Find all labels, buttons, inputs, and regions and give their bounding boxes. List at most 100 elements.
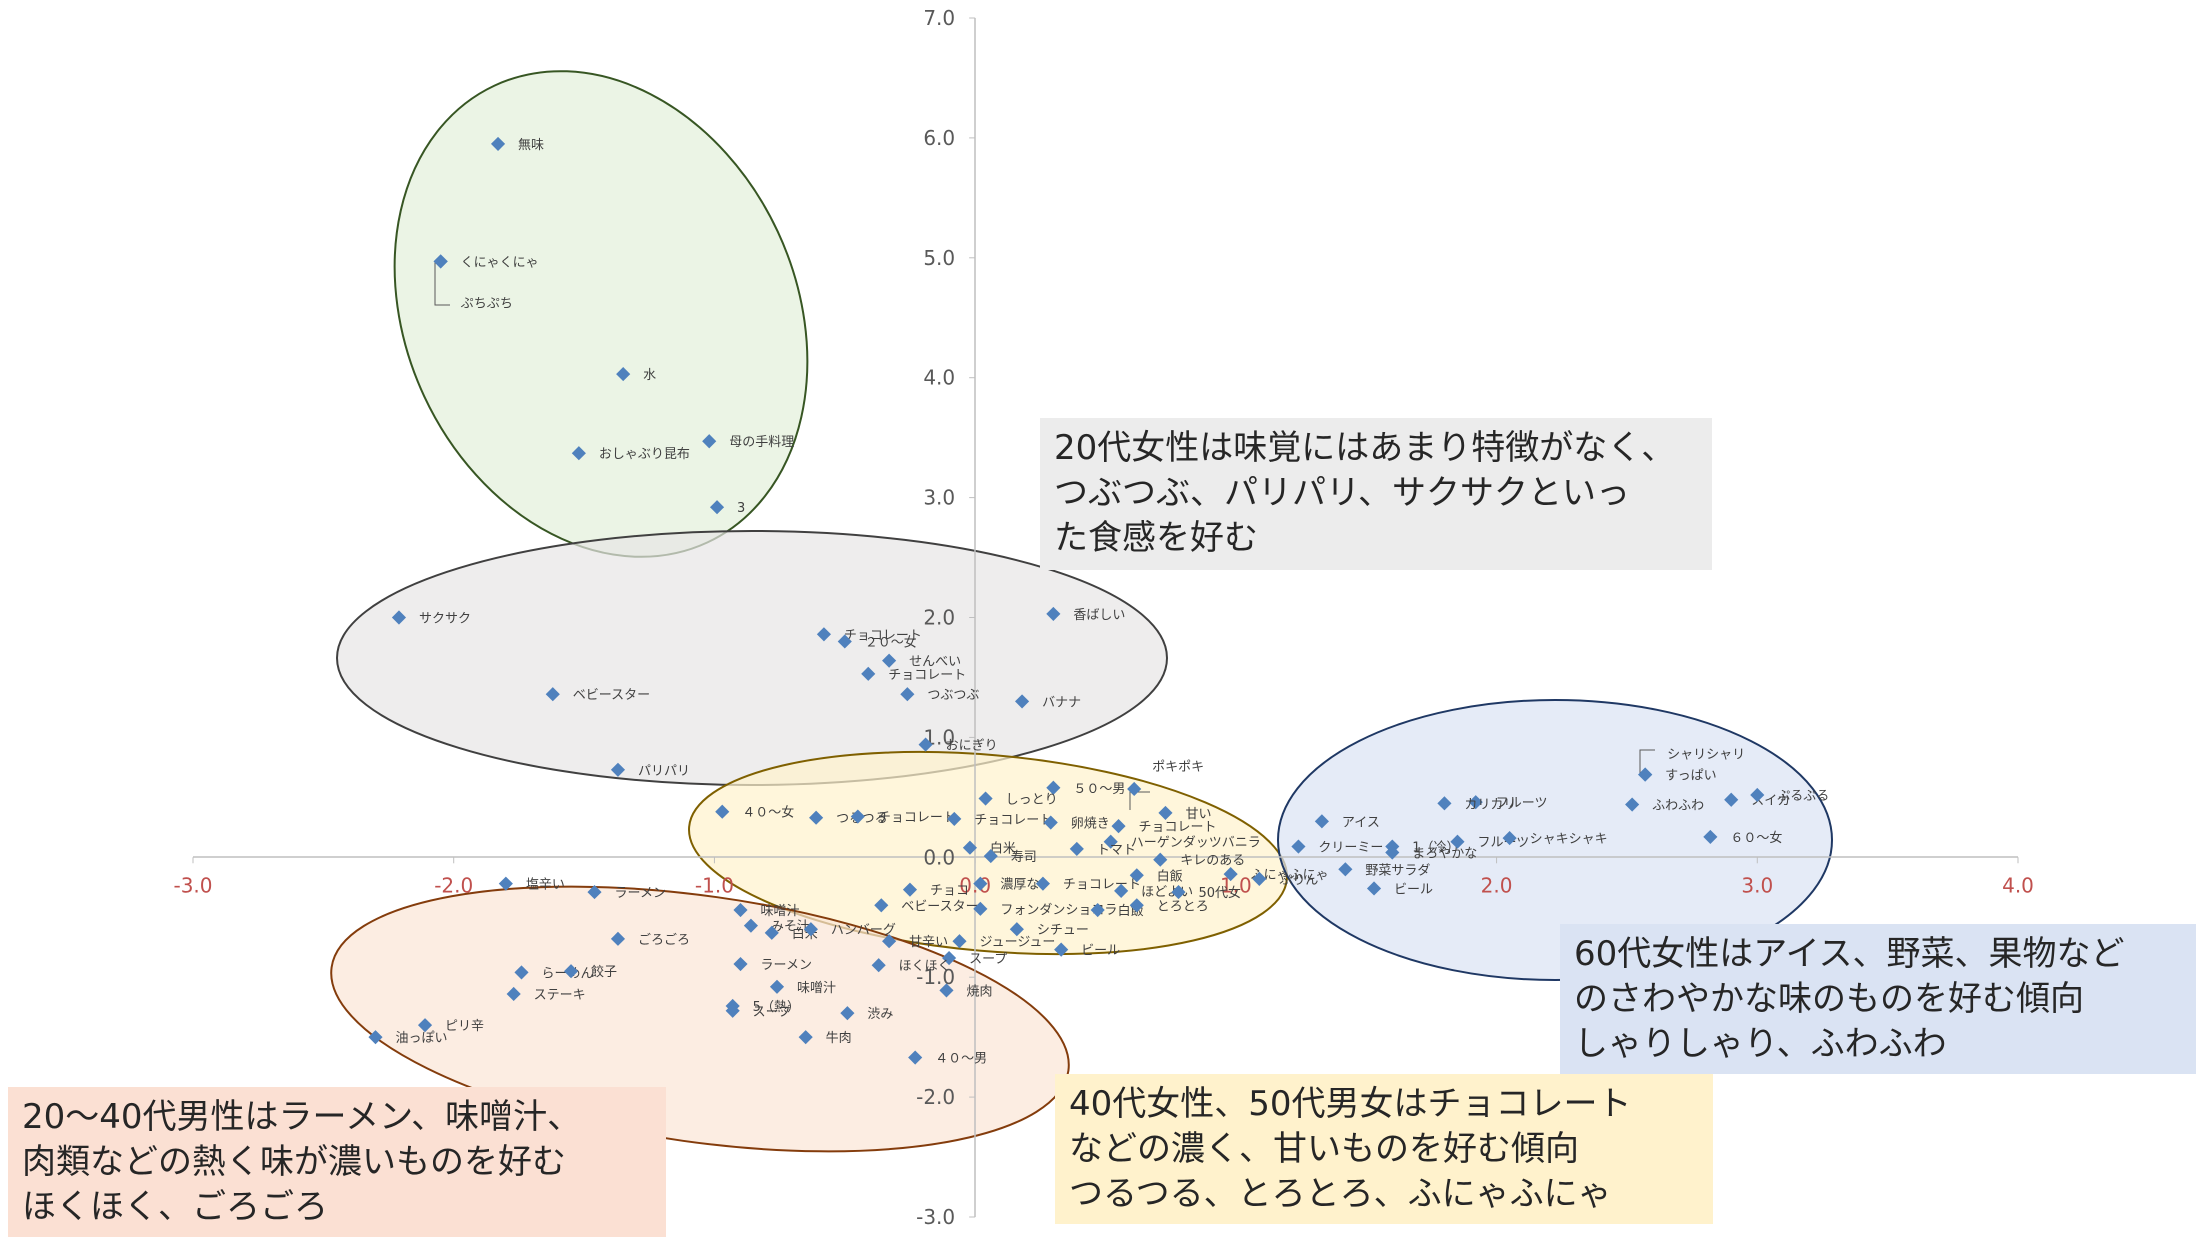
data-point: ビール: [1054, 942, 1120, 959]
y-tick-label: 7.0: [923, 6, 955, 30]
data-point: 卵焼き: [1043, 815, 1110, 832]
leader-line-pokipoki: [1129, 791, 1150, 810]
data-point: チョコレート: [850, 809, 956, 826]
data-point: 白米: [962, 840, 1016, 857]
data-point-marker: [1437, 796, 1452, 811]
data-point-marker: [874, 898, 889, 913]
data-point-label: しっとり: [1006, 793, 1058, 808]
data-point: ハンバーグ: [803, 922, 896, 938]
data-point: ごろごろ: [610, 931, 690, 948]
data-point: ぷるぷる: [1750, 787, 1829, 804]
note-women-40s-men-women-50s: 40代女性、50代男女はチョコレート などの濃く、甘いものを好む傾向 つるつる、…: [1055, 1074, 1713, 1224]
data-point-label: 水: [643, 368, 656, 383]
data-point-label: 白飯: [1157, 868, 1183, 884]
data-point-marker: [973, 876, 988, 891]
data-point: ぷちぷち: [433, 254, 513, 311]
data-point-marker: [837, 634, 852, 649]
data-point-marker: [1054, 942, 1069, 957]
data-point: トマト: [1069, 841, 1136, 858]
data-point-marker: [1114, 883, 1129, 898]
data-point-label: ポキポキ: [1152, 760, 1204, 775]
data-point: 白飯: [1129, 868, 1183, 884]
data-point-label: 塩辛い: [526, 878, 565, 893]
x-tick-label: 1.0: [1220, 873, 1252, 897]
data-point: パリパリ: [610, 762, 690, 779]
note-women-20s-line-1: 20代女性は味覚にはあまり特徴がなく、: [1054, 428, 1676, 468]
data-point-label: サクサク: [419, 612, 471, 627]
data-point-marker: [1450, 834, 1465, 849]
data-point-label: 50代女: [1199, 885, 1242, 901]
x-tick-label: -3.0: [173, 873, 212, 897]
data-point-label: 野菜サラダ: [1365, 863, 1430, 878]
data-point-label: チョコレート: [1063, 878, 1141, 893]
data-point: ２０～女: [837, 634, 917, 650]
data-point-label: ラーメン: [761, 958, 812, 973]
data-point: ４０～女: [715, 804, 794, 821]
data-point-marker: [1043, 815, 1058, 830]
note-women-20s-line-3: た食感を好む: [1054, 518, 1258, 558]
data-point-marker: [809, 810, 824, 825]
y-tick-label: -2.0: [916, 1085, 955, 1109]
note-men-20s-40s-line-2: 肉類などの熱く味が濃いものを好む: [22, 1142, 566, 1182]
data-point-marker: [973, 901, 988, 916]
data-point-marker: [514, 965, 529, 980]
data-point-label: 母の手料理: [729, 435, 794, 450]
y-tick-label: -1.0: [916, 965, 955, 989]
data-point-label: ほくほく: [899, 959, 951, 974]
data-point-label: シャキシャキ: [1530, 832, 1608, 847]
data-point: 甘辛い: [882, 934, 948, 950]
data-point-marker: [1502, 831, 1517, 846]
data-point: ４０～男: [908, 1050, 987, 1067]
note-men-20s-40s-line-3: ほくほく、ごろごろ: [22, 1187, 328, 1227]
y-tick-label: -3.0: [916, 1205, 955, 1229]
data-point: チョコレート: [1111, 819, 1217, 835]
y-tick-label: 4.0: [923, 366, 955, 390]
data-point-label: おしゃぶり昆布: [599, 447, 690, 462]
data-point: スープ: [725, 1003, 791, 1020]
data-point-label: フォンダンショコラ: [1000, 903, 1117, 918]
data-point-marker: [1046, 780, 1061, 795]
data-point: せんべい: [882, 653, 961, 670]
data-point-marker: [709, 500, 725, 515]
data-point-marker: [563, 964, 579, 979]
data-point: ラーメン: [733, 956, 812, 973]
data-point-label: 渋み: [867, 1007, 893, 1022]
cluster-ellipses: [330, 70, 1833, 1153]
data-point-marker: [1171, 884, 1186, 900]
data-point-label: まろやかな: [1412, 847, 1477, 862]
data-point-marker: [1724, 792, 1739, 807]
data-point: フルーツ: [1450, 834, 1529, 851]
x-tick-label: 3.0: [1741, 873, 1773, 897]
data-point-label: 味噌汁: [797, 981, 836, 996]
data-point: ふにゃふにゃ: [1223, 867, 1329, 883]
data-point: ポキポキ: [1127, 760, 1204, 797]
y-tick-label: 2.0: [923, 606, 955, 630]
data-point-marker: [1111, 819, 1126, 834]
data-point-marker: [587, 884, 602, 900]
data-point: ベビースター: [545, 687, 650, 703]
note-women-60s-line-2: のさわやかな味のものを好む傾向: [1574, 979, 2084, 1019]
data-point-marker: [861, 666, 876, 681]
data-point-label: スープ: [969, 952, 1007, 967]
data-point-label: チョコレート: [1139, 820, 1217, 835]
data-point: とろとろ: [1129, 898, 1209, 914]
data-point: まろやかな: [1385, 845, 1477, 862]
data-point-marker: [871, 958, 886, 973]
data-point-marker: [983, 849, 998, 864]
data-point-label: クリーミー: [1318, 841, 1383, 856]
data-point-label: 甘辛い: [909, 935, 948, 950]
leader-line-suppai: [1639, 749, 1655, 776]
data-point-label: ぷりん: [1279, 873, 1318, 888]
note-women-40s-men-women-50s-line-2: などの濃く、甘いものを好む傾向: [1069, 1129, 1579, 1169]
data-point-label: チョコレート: [974, 813, 1052, 828]
data-point-marker: [1252, 871, 1267, 886]
data-point: ふわふわ: [1625, 797, 1704, 814]
note-women-60s-line-1: 60代女性はアイス、野菜、果物など: [1574, 934, 2125, 974]
data-point-marker: [571, 446, 586, 461]
data-point-marker: [1015, 694, 1030, 709]
data-point-label: パリパリ: [638, 764, 690, 779]
tick-labels: -3.0-2.0-1.00.01.02.03.04.0-3.0-2.0-1.00…: [173, 6, 2033, 1229]
data-point-label: ４０～女: [742, 805, 794, 821]
data-point-marker: [803, 922, 818, 937]
